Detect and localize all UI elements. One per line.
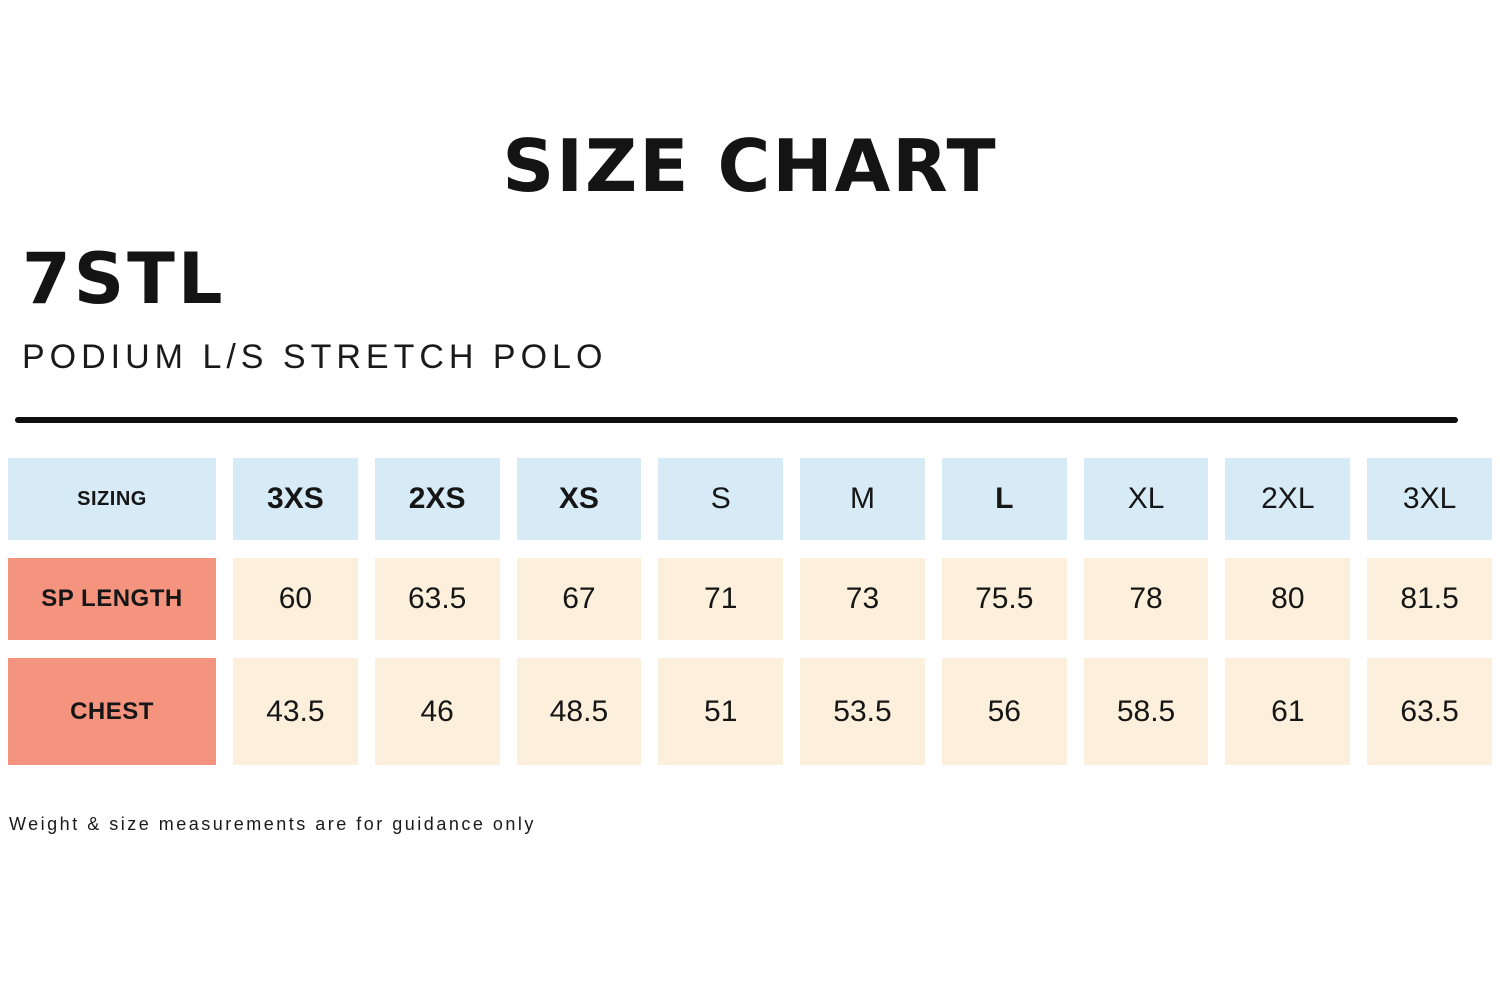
size-table: SIZING 3XS 2XS XS S M L XL 2XL 3XL SP LENGTH 60 63.5… (8, 458, 1492, 765)
sizing-header-cell: SIZING (8, 458, 216, 540)
measurement-value-cell: 48.5 (516, 658, 642, 765)
measurement-value-cell: 73 (800, 558, 925, 640)
measurement-value-cell: 78 (1083, 558, 1209, 640)
row-label-cell-sp-length: SP LENGTH (8, 558, 216, 640)
measurement-value-cell: 53.5 (800, 658, 925, 765)
size-header-cell-2xs: 2XS (374, 458, 500, 540)
product-name: PODIUM L/S STRETCH POLO (22, 338, 608, 376)
measurement-value-cell: 81.5 (1367, 558, 1492, 640)
divider-rule (15, 417, 1458, 423)
size-header-cell-l: L (941, 458, 1067, 540)
size-header-cell-2xl: 2XL (1225, 458, 1351, 540)
footnote: Weight & size measurements are for guida… (9, 814, 536, 834)
size-header-cell-3xs: 3XS (233, 458, 358, 540)
measurement-value-cell: 46 (374, 658, 500, 765)
measurement-value-cell: 63.5 (1367, 658, 1492, 765)
page-title: SIZE CHART (502, 124, 998, 208)
measurement-value-cell: 60 (233, 558, 358, 640)
size-header-cell-s: S (658, 458, 784, 540)
size-header-cell-xl: XL (1083, 458, 1209, 540)
measurement-value-cell: 43.5 (233, 658, 358, 765)
measurement-value-cell: 67 (516, 558, 642, 640)
measurement-value-cell: 63.5 (374, 558, 500, 640)
measurement-value-cell: 75.5 (941, 558, 1067, 640)
row-label-cell-chest: CHEST (8, 658, 216, 765)
measurement-value-cell: 51 (658, 658, 784, 765)
size-header-cell-xs: XS (516, 458, 642, 540)
measurement-value-cell: 61 (1225, 658, 1351, 765)
measurement-value-cell: 58.5 (1083, 658, 1209, 765)
size-header-cell-m: M (800, 458, 925, 540)
product-code: 7STL (22, 238, 226, 320)
measurement-value-cell: 56 (941, 658, 1067, 765)
size-header-cell-3xl: 3XL (1367, 458, 1492, 540)
measurement-value-cell: 80 (1225, 558, 1351, 640)
measurement-value-cell: 71 (658, 558, 784, 640)
